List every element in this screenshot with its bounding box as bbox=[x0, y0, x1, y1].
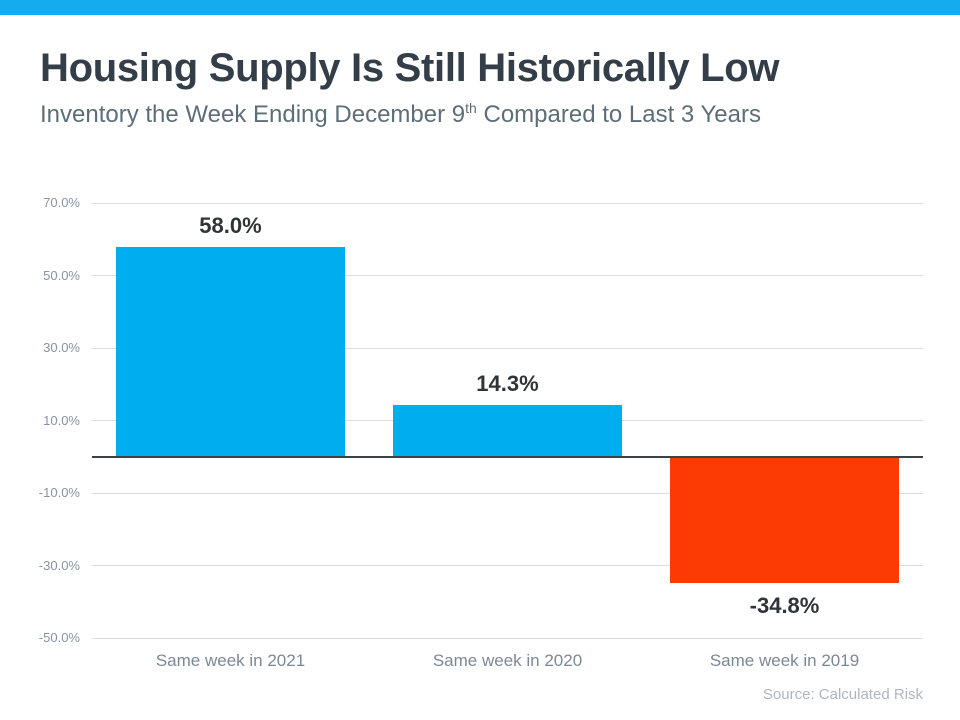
top-accent-bar bbox=[0, 0, 960, 15]
x-category-label: Same week in 2019 bbox=[709, 651, 860, 670]
subtitle-superscript: th bbox=[465, 100, 477, 116]
subtitle-text-suffix: Compared to Last 3 Years bbox=[476, 101, 761, 128]
y-tick-label: 30.0% bbox=[43, 340, 80, 355]
bar-value-label: 14.3% bbox=[476, 370, 539, 396]
page-subtitle: Inventory the Week Ending December 9th C… bbox=[40, 100, 761, 130]
bar-value-label: -34.8% bbox=[749, 592, 820, 618]
subtitle-text: Inventory the Week Ending December 9 bbox=[40, 101, 466, 128]
bar-same-week-in-2019 bbox=[670, 456, 899, 583]
gridline bbox=[92, 275, 923, 276]
y-tick-label: 10.0% bbox=[43, 412, 80, 428]
y-tick-label: -50.0% bbox=[38, 630, 80, 645]
x-category-label: Same week in 2020 bbox=[432, 651, 583, 670]
y-tick-label: 50.0% bbox=[43, 267, 80, 283]
zero-axis-line bbox=[92, 455, 923, 458]
x-category-label: Same week in 2021 bbox=[155, 651, 306, 670]
x-axis-labels: Same week in 2021 Same week in 2020 Same w… bbox=[92, 650, 923, 674]
gridline bbox=[92, 565, 923, 566]
y-tick-label: 70.0% bbox=[43, 195, 80, 210]
bar-same-week-in-2020 bbox=[393, 404, 622, 457]
bar-value-label: 58.0% bbox=[199, 212, 262, 238]
y-tick-label: -30.0% bbox=[38, 557, 80, 573]
gridline bbox=[92, 347, 923, 349]
gridline bbox=[92, 492, 923, 494]
y-tick-label: -10.0% bbox=[38, 485, 80, 500]
bar-same-week-in-2021 bbox=[116, 246, 345, 457]
source-credit: Source: Calculated Risk bbox=[762, 686, 923, 703]
y-axis-labels: 70.0% 50.0% 30.0% 10.0% -10.0% -30.0% -50.0% bbox=[0, 195, 80, 645]
page-title: Housing Supply Is Still Historically Low bbox=[40, 46, 780, 90]
plot-area: 58.0% 14.3% -34.8% bbox=[92, 202, 923, 639]
gridline bbox=[92, 637, 923, 639]
gridline bbox=[92, 202, 923, 204]
